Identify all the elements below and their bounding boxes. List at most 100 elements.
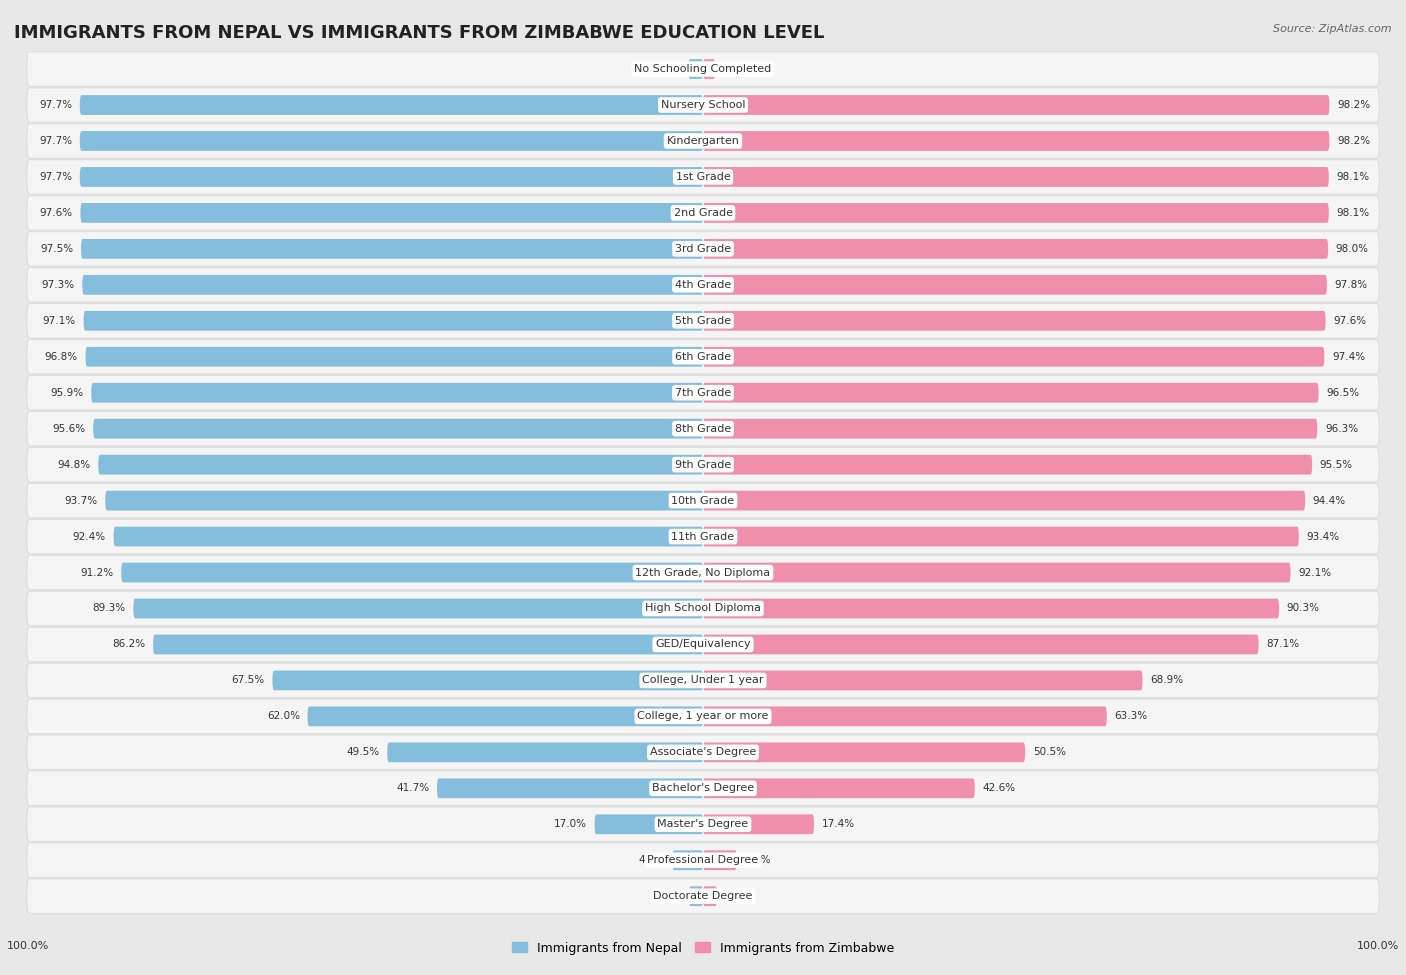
Text: 12th Grade, No Diploma: 12th Grade, No Diploma	[636, 567, 770, 577]
Text: 94.4%: 94.4%	[1313, 495, 1346, 506]
FancyBboxPatch shape	[27, 52, 1379, 87]
Text: 97.6%: 97.6%	[1333, 316, 1367, 326]
Text: 62.0%: 62.0%	[267, 712, 299, 722]
FancyBboxPatch shape	[703, 742, 1025, 762]
Text: 94.8%: 94.8%	[58, 459, 90, 470]
Text: GED/Equivalency: GED/Equivalency	[655, 640, 751, 649]
FancyBboxPatch shape	[703, 778, 974, 799]
Text: 4th Grade: 4th Grade	[675, 280, 731, 290]
Text: 41.7%: 41.7%	[396, 783, 429, 794]
FancyBboxPatch shape	[27, 160, 1379, 194]
FancyBboxPatch shape	[595, 814, 703, 835]
FancyBboxPatch shape	[27, 591, 1379, 626]
Text: 67.5%: 67.5%	[232, 676, 264, 685]
Text: Source: ZipAtlas.com: Source: ZipAtlas.com	[1274, 24, 1392, 34]
Text: 97.7%: 97.7%	[39, 136, 72, 146]
FancyBboxPatch shape	[121, 563, 703, 582]
FancyBboxPatch shape	[27, 663, 1379, 698]
Text: 92.4%: 92.4%	[73, 531, 105, 541]
Text: Doctorate Degree: Doctorate Degree	[654, 891, 752, 901]
FancyBboxPatch shape	[27, 124, 1379, 158]
Text: 17.4%: 17.4%	[821, 819, 855, 830]
Text: 93.7%: 93.7%	[65, 495, 97, 506]
FancyBboxPatch shape	[105, 490, 703, 511]
Text: Kindergarten: Kindergarten	[666, 136, 740, 146]
Text: 2.2%: 2.2%	[724, 891, 751, 901]
FancyBboxPatch shape	[703, 59, 716, 79]
FancyBboxPatch shape	[27, 878, 1379, 914]
FancyBboxPatch shape	[27, 556, 1379, 590]
Text: 4.8%: 4.8%	[638, 855, 665, 865]
Text: 97.6%: 97.6%	[39, 208, 73, 217]
Text: 9th Grade: 9th Grade	[675, 459, 731, 470]
FancyBboxPatch shape	[689, 59, 703, 79]
Text: College, Under 1 year: College, Under 1 year	[643, 676, 763, 685]
Text: 95.9%: 95.9%	[51, 388, 83, 398]
FancyBboxPatch shape	[83, 275, 703, 294]
FancyBboxPatch shape	[703, 635, 1258, 654]
FancyBboxPatch shape	[80, 96, 703, 115]
Text: 2nd Grade: 2nd Grade	[673, 208, 733, 217]
Text: Associate's Degree: Associate's Degree	[650, 748, 756, 758]
FancyBboxPatch shape	[387, 742, 703, 762]
Text: 98.2%: 98.2%	[1337, 136, 1371, 146]
Text: Professional Degree: Professional Degree	[647, 855, 759, 865]
Text: 96.3%: 96.3%	[1324, 424, 1358, 434]
FancyBboxPatch shape	[703, 347, 1324, 367]
Text: Bachelor's Degree: Bachelor's Degree	[652, 783, 754, 794]
FancyBboxPatch shape	[273, 671, 703, 690]
FancyBboxPatch shape	[703, 707, 1107, 726]
FancyBboxPatch shape	[82, 239, 703, 258]
FancyBboxPatch shape	[27, 375, 1379, 410]
FancyBboxPatch shape	[134, 599, 703, 618]
Text: 93.4%: 93.4%	[1306, 531, 1340, 541]
Text: Master's Degree: Master's Degree	[658, 819, 748, 830]
Text: 87.1%: 87.1%	[1267, 640, 1299, 649]
Text: 97.7%: 97.7%	[39, 172, 72, 182]
Text: 97.5%: 97.5%	[41, 244, 73, 254]
FancyBboxPatch shape	[93, 419, 703, 439]
Text: 91.2%: 91.2%	[80, 567, 114, 577]
FancyBboxPatch shape	[703, 526, 1299, 546]
Text: 5.3%: 5.3%	[744, 855, 770, 865]
FancyBboxPatch shape	[703, 383, 1319, 403]
FancyBboxPatch shape	[703, 275, 1327, 294]
Text: Nursery School: Nursery School	[661, 100, 745, 110]
FancyBboxPatch shape	[703, 131, 1330, 151]
Text: College, 1 year or more: College, 1 year or more	[637, 712, 769, 722]
FancyBboxPatch shape	[98, 454, 703, 475]
FancyBboxPatch shape	[703, 599, 1279, 618]
FancyBboxPatch shape	[27, 303, 1379, 338]
FancyBboxPatch shape	[308, 707, 703, 726]
Text: No Schooling Completed: No Schooling Completed	[634, 64, 772, 74]
FancyBboxPatch shape	[27, 232, 1379, 266]
Text: 98.2%: 98.2%	[1337, 100, 1371, 110]
FancyBboxPatch shape	[80, 167, 703, 187]
Text: 98.0%: 98.0%	[1336, 244, 1369, 254]
Text: 97.7%: 97.7%	[39, 100, 72, 110]
FancyBboxPatch shape	[27, 339, 1379, 374]
FancyBboxPatch shape	[703, 814, 814, 835]
Text: 90.3%: 90.3%	[1286, 604, 1320, 613]
Text: 42.6%: 42.6%	[983, 783, 1015, 794]
FancyBboxPatch shape	[703, 167, 1329, 187]
Legend: Immigrants from Nepal, Immigrants from Zimbabwe: Immigrants from Nepal, Immigrants from Z…	[512, 942, 894, 955]
Text: 3rd Grade: 3rd Grade	[675, 244, 731, 254]
FancyBboxPatch shape	[703, 454, 1312, 475]
FancyBboxPatch shape	[703, 96, 1330, 115]
FancyBboxPatch shape	[27, 448, 1379, 482]
Text: 11th Grade: 11th Grade	[672, 531, 734, 541]
Text: 92.1%: 92.1%	[1298, 567, 1331, 577]
Text: 96.8%: 96.8%	[45, 352, 77, 362]
FancyBboxPatch shape	[703, 886, 717, 906]
Text: 96.5%: 96.5%	[1326, 388, 1360, 398]
Text: 7th Grade: 7th Grade	[675, 388, 731, 398]
Text: 97.8%: 97.8%	[1334, 280, 1368, 290]
FancyBboxPatch shape	[703, 239, 1329, 258]
Text: 98.1%: 98.1%	[1337, 208, 1369, 217]
FancyBboxPatch shape	[27, 520, 1379, 554]
Text: 95.6%: 95.6%	[52, 424, 86, 434]
Text: 17.0%: 17.0%	[554, 819, 586, 830]
FancyBboxPatch shape	[80, 131, 703, 151]
Text: 98.1%: 98.1%	[1337, 172, 1369, 182]
